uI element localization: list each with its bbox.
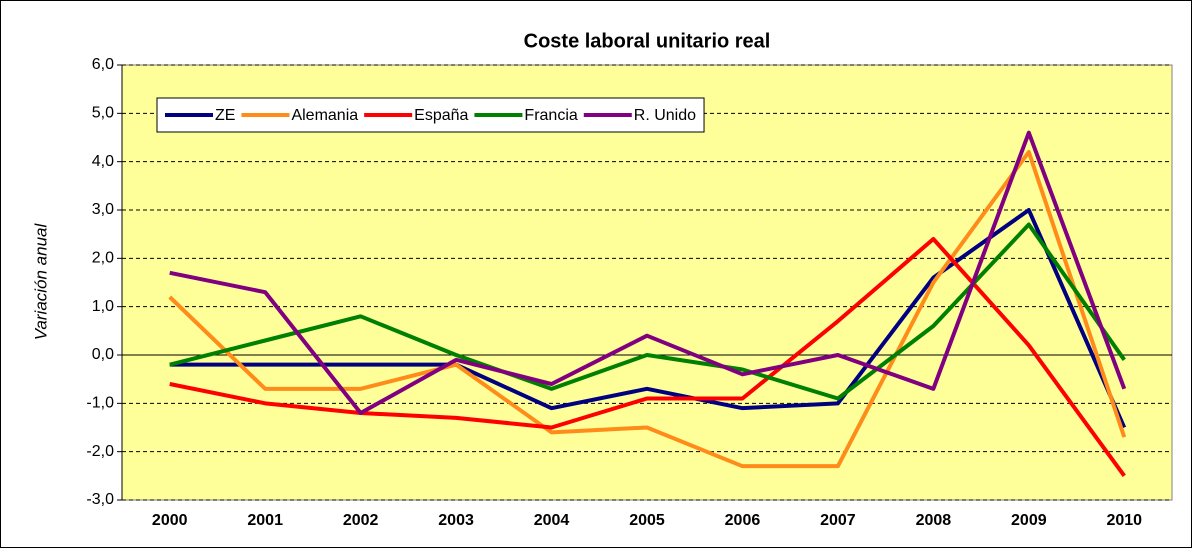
series-line [168,150,1127,469]
x-tick-label: 2008 [916,512,952,529]
legend-label: R. Unido [634,107,696,124]
y-tick-label: -3,0 [86,491,114,508]
y-tick-label: -1,0 [86,395,114,412]
y-tick-label: 2,0 [92,250,114,267]
y-tick-label: 5,0 [92,105,114,122]
x-tick-label: 2004 [534,512,570,529]
x-tick-label: 2006 [725,512,761,529]
chart-title: Coste laboral unitario real [524,30,771,52]
legend-label: ZE [215,107,235,124]
y-tick-label: 3,0 [92,201,114,218]
legend-label: Francia [524,107,577,124]
series-line [169,237,1126,478]
y-tick-label: 1,0 [92,298,114,315]
series-line [169,130,1127,415]
x-tick-label: 2005 [629,512,665,529]
legend-label: Alemania [291,107,358,124]
y-tick-label: 0,0 [92,346,114,363]
x-tick-label: 2003 [438,512,474,529]
y-axis-label: Variación anual [31,222,50,340]
series-line [169,208,1127,429]
x-tick-label: 2010 [1106,512,1142,529]
x-tick-label: 2009 [1011,512,1047,529]
series-line [169,222,1126,401]
x-tick-label: 2002 [343,512,379,529]
y-tick-label: 6,0 [92,56,114,73]
x-tick-label: 2007 [820,512,856,529]
y-tick-label: -2,0 [86,443,114,460]
x-tick-label: 2001 [247,512,283,529]
y-tick-label: 4,0 [92,153,114,170]
x-tick-label: 2000 [152,512,188,529]
legend-label: España [414,107,468,124]
